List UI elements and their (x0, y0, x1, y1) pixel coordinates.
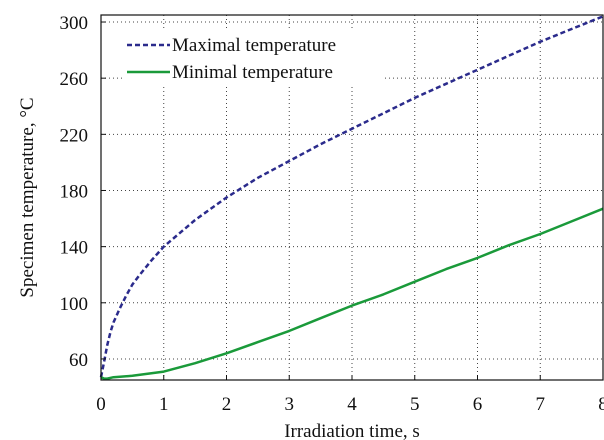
y-tick-label: 60 (69, 350, 88, 371)
series-line-minimal (100, 207, 604, 380)
series-line-maximal (99, 15, 604, 378)
x-tick-label: 3 (285, 394, 295, 415)
x-tick-label: 5 (410, 394, 420, 415)
legend-label-maximal: Maximal temperature (172, 35, 336, 56)
x-axis-ticks: 0 1 2 3 4 5 6 7 8 (96, 375, 604, 415)
y-tick-label: 220 (60, 125, 89, 146)
x-tick-label: 6 (473, 394, 483, 415)
legend: Maximal temperature Minimal temperature (122, 30, 384, 86)
x-tick-label: 8 (598, 394, 604, 415)
x-tick-label: 1 (159, 394, 169, 415)
y-tick-label: 300 (60, 13, 89, 34)
y-axis-title: Specimen temperature, °C (17, 97, 38, 297)
y-axis-ticks: 60 100 140 180 220 260 300 (60, 13, 106, 371)
y-tick-label: 260 (60, 69, 89, 90)
y-tick-label: 180 (60, 181, 89, 202)
x-tick-label: 7 (536, 394, 546, 415)
x-tick-label: 4 (347, 394, 357, 415)
x-tick-label: 2 (222, 394, 232, 415)
y-tick-label: 140 (60, 238, 89, 259)
legend-background (122, 30, 384, 86)
legend-label-minimal: Minimal temperature (172, 62, 333, 83)
x-axis-title: Irradiation time, s (284, 421, 420, 440)
x-tick-label: 0 (96, 394, 106, 415)
y-tick-label: 100 (60, 294, 89, 315)
plot-series (99, 15, 604, 380)
